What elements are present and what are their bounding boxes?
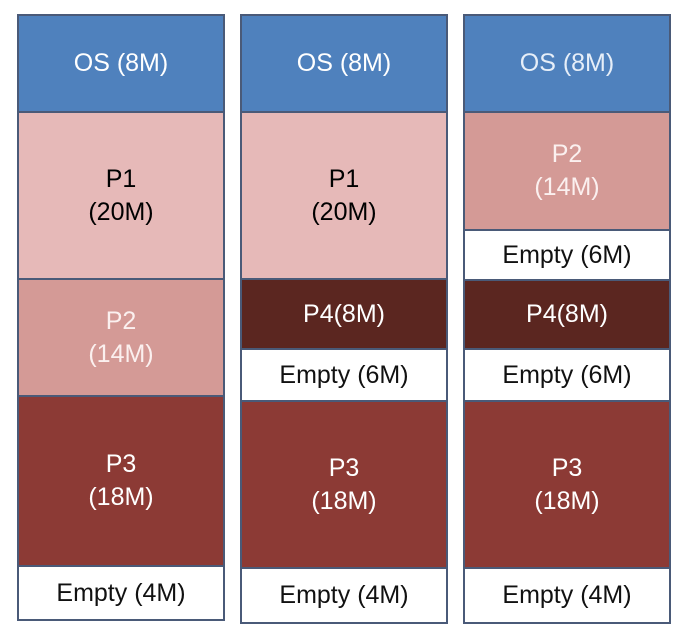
p4-block: P4(8M) xyxy=(465,281,669,350)
block-label: P1 xyxy=(105,164,137,193)
memory-column-2: OS (8M) P1 (20M) P4(8M) Empty (6M) P3 (1… xyxy=(240,14,448,624)
block-label: Empty (4M) xyxy=(502,581,632,609)
block-label: Empty (6M) xyxy=(502,240,632,269)
empty-block: Empty (6M) xyxy=(465,350,669,402)
p2-block: P2 (14M) xyxy=(19,280,223,397)
block-label: P2 xyxy=(105,306,137,335)
block-size: (18M) xyxy=(311,486,377,515)
p4-block: P4(8M) xyxy=(242,280,446,350)
block-label: P3 xyxy=(551,453,583,482)
block-label: Empty (6M) xyxy=(502,360,632,389)
p1-block: P1 (20M) xyxy=(242,113,446,280)
memory-column-1: OS (8M) P1 (20M) P2 (14M) P3 (18M) Empty… xyxy=(17,14,225,621)
block-size: (20M) xyxy=(88,197,154,226)
block-label: Empty (6M) xyxy=(279,360,409,389)
block-label: Empty (4M) xyxy=(56,578,186,607)
empty-block: Empty (6M) xyxy=(465,231,669,281)
block-label: Empty (4M) xyxy=(279,581,409,609)
block-label: P3 xyxy=(328,453,360,482)
p3-block: P3 (18M) xyxy=(19,397,223,567)
os-block: OS (8M) xyxy=(242,16,446,113)
block-label: OS (8M) xyxy=(296,49,392,77)
empty-block: Empty (6M) xyxy=(242,350,446,402)
block-label: P2 xyxy=(551,140,583,168)
empty-block: Empty (4M) xyxy=(465,569,669,622)
p3-block: P3 (18M) xyxy=(465,402,669,569)
p3-block: P3 (18M) xyxy=(242,402,446,569)
os-block: OS (8M) xyxy=(465,16,669,113)
p1-block: P1 (20M) xyxy=(19,113,223,280)
block-label: P1 xyxy=(328,164,360,193)
block-label: P4(8M) xyxy=(526,300,608,328)
block-size: (18M) xyxy=(534,486,600,515)
p2-block: P2 (14M) xyxy=(465,113,669,231)
empty-block: Empty (4M) xyxy=(242,569,446,622)
os-block: OS (8M) xyxy=(19,16,223,113)
block-size: (18M) xyxy=(88,483,154,511)
block-size: (14M) xyxy=(534,173,600,201)
block-label: P4(8M) xyxy=(303,299,385,328)
block-label: OS (8M) xyxy=(519,49,615,77)
block-size: (14M) xyxy=(88,339,154,368)
block-label: OS (8M) xyxy=(73,49,169,77)
block-label: P3 xyxy=(105,450,137,478)
memory-column-3: OS (8M) P2 (14M) Empty (6M) P4(8M) Empty… xyxy=(463,14,671,624)
block-size: (20M) xyxy=(311,197,377,226)
empty-block: Empty (4M) xyxy=(19,567,223,619)
